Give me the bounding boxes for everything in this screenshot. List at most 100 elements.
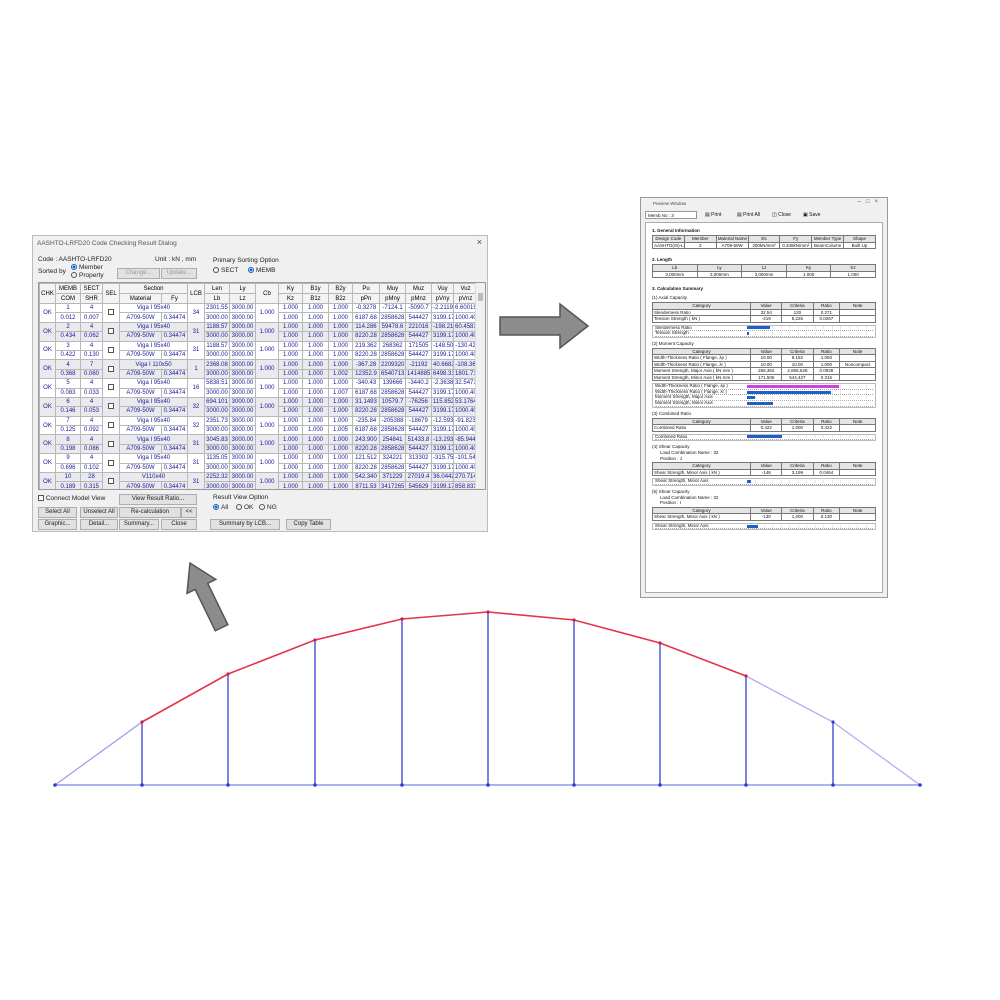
select-all-button[interactable]: Select All	[38, 507, 77, 518]
connect-model-view[interactable]: Connect Model View	[38, 495, 105, 502]
select-checkbox[interactable]	[108, 384, 114, 391]
cell: 6187.68	[352, 387, 381, 398]
report-cell	[839, 468, 876, 477]
radio-property[interactable]: Property	[71, 272, 104, 279]
view-result-ratio-button[interactable]: View Result Ratio...	[119, 494, 197, 505]
cell: 1.000	[278, 368, 304, 380]
cell: 1.000	[302, 331, 330, 342]
radio-member[interactable]: Member	[71, 264, 103, 271]
ratio-bar-track	[747, 401, 873, 405]
select-checkbox[interactable]	[108, 365, 114, 372]
summary-by-lcb-button[interactable]: Summary by LCB...	[210, 519, 280, 530]
cell: 0.092	[80, 425, 103, 436]
window-controls[interactable]: –□×	[857, 199, 883, 205]
ratio-bar-row: Moment Strength, Minor Axis	[655, 401, 873, 407]
select-checkbox[interactable]	[108, 422, 114, 428]
recalculation-button[interactable]: Re-calculation	[119, 507, 181, 518]
cell: 544427	[405, 406, 433, 417]
cell: 0.34474	[160, 312, 189, 323]
column-header: SHR	[80, 293, 103, 304]
cell: 1.000	[302, 481, 330, 489]
print-all-tool[interactable]: ▤ Print All	[737, 212, 761, 218]
member-select[interactable]: Memb No : 3	[645, 211, 697, 219]
print-tool[interactable]: ▤ Print	[705, 212, 722, 218]
save-tool[interactable]: ▣ Save	[803, 212, 821, 218]
select-checkbox[interactable]	[108, 459, 114, 466]
cell: 3000.00	[229, 481, 257, 489]
report-header-cell: Material Name	[715, 235, 749, 243]
cell: 2858628	[379, 443, 407, 455]
cell: 4	[80, 434, 103, 445]
cell: -367.28	[352, 359, 381, 370]
sel-cell	[102, 415, 120, 436]
report-cell: 1.000	[830, 270, 876, 278]
cell: 1414885	[405, 368, 433, 380]
cell: -21192	[405, 359, 433, 370]
cell: A709-50W	[119, 331, 162, 342]
report-cell: 0.345kN/mm²	[779, 241, 813, 249]
update-button[interactable]: Update...	[161, 268, 197, 279]
bullet: Load Combination Name : 32	[660, 450, 719, 456]
cell: 545629	[405, 481, 433, 489]
cell: 3000.00	[229, 340, 257, 351]
cell: 1000.40	[453, 406, 479, 417]
radio-all[interactable]: All	[213, 504, 228, 511]
cell: 3000.00	[229, 359, 257, 370]
cell: 1.000	[278, 434, 304, 445]
cell: 2858628	[379, 331, 407, 342]
select-checkbox[interactable]	[108, 346, 114, 353]
section-cell: Viga I 95x40	[118, 321, 189, 333]
cell: 544427	[405, 349, 433, 361]
column-header: Fy	[160, 293, 189, 304]
category-cell: Shear Strength, Minor Axis ( kN )	[651, 468, 752, 477]
ratio-bar-row: Moment Strength, Major Axis	[655, 395, 873, 401]
select-checkbox[interactable]	[108, 328, 114, 335]
select-checkbox[interactable]	[108, 309, 114, 316]
close-button[interactable]: Close	[161, 519, 197, 530]
cell: 3199.17	[431, 443, 455, 455]
detail-button[interactable]: Detail...	[80, 519, 118, 530]
select-checkbox[interactable]	[108, 403, 114, 410]
ratio-bars: Width-Thickness Ratio ( Flange, λp ) Widt…	[652, 383, 876, 408]
cell: 3000.00	[204, 481, 231, 490]
cell: 1.000	[302, 462, 330, 474]
cell: 1.000	[328, 472, 354, 483]
cell: 114.286	[352, 321, 381, 333]
cell: 4	[80, 453, 103, 464]
radio-ok[interactable]: OK	[236, 504, 253, 511]
report-cell: 3,000mm	[741, 270, 787, 278]
radio-ng[interactable]: NG	[259, 504, 277, 511]
cell: 2209320	[379, 359, 407, 370]
cell: 544427	[405, 425, 433, 436]
member-select-label: Memb No : 3	[648, 213, 674, 218]
radio-memb[interactable]: MEMB	[248, 267, 276, 274]
close-icon[interactable]: ×	[476, 237, 482, 247]
lcb-cell: 1	[187, 359, 206, 380]
report-cell: 3,199	[781, 468, 814, 477]
chk-cell: OK	[39, 378, 56, 398]
graphic-button[interactable]: Graphic...	[38, 519, 77, 530]
cell: 544427	[405, 331, 433, 342]
copy-table-button[interactable]: Copy Table	[286, 519, 331, 530]
scrollbar[interactable]	[475, 283, 485, 489]
unselect-all-button[interactable]: Unselect All	[80, 507, 118, 518]
cell: 3000.00	[229, 434, 257, 445]
summary-button[interactable]: Summary...	[119, 519, 159, 530]
select-checkbox[interactable]	[108, 440, 114, 447]
section-cell: Viga I 110x50	[118, 359, 189, 370]
collapse-button[interactable]: <<	[181, 507, 197, 518]
lcb-cell: 32	[187, 415, 206, 436]
cell: 0.125	[55, 425, 81, 436]
close-tool[interactable]: ◫ Close	[772, 212, 791, 218]
sel-cell	[102, 472, 120, 489]
cell: -85.944	[453, 434, 479, 445]
select-checkbox[interactable]	[108, 478, 114, 485]
cell: 7	[55, 415, 81, 427]
radio-sect[interactable]: SECT	[213, 267, 238, 274]
report-table: Category Value Criteria Ratio Note Width-Thic…	[651, 347, 876, 382]
change-button[interactable]: Change...	[117, 268, 160, 279]
cell: 1.002	[328, 368, 354, 380]
lcb-cell: 16	[187, 378, 206, 398]
cell: 2858628	[379, 425, 407, 436]
cell: 1000.40	[453, 387, 479, 398]
